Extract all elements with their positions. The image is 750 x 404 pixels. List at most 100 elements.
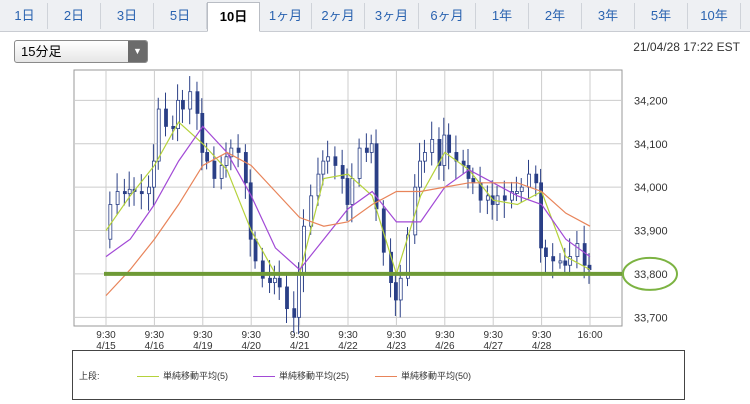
tab-5[interactable]: 10日	[207, 2, 260, 32]
tab-9[interactable]: 6ヶ月	[419, 3, 476, 29]
tab-1[interactable]: 1日	[2, 3, 48, 29]
tab-6[interactable]: 1ヶ月	[260, 3, 312, 29]
x-tick-time: 9:30	[290, 330, 310, 341]
candle-body	[423, 152, 427, 162]
x-tick-date: 4/26	[435, 341, 455, 350]
candle-body	[224, 156, 229, 166]
candle-body	[115, 191, 120, 205]
candle-body	[302, 225, 306, 275]
candle-body	[181, 99, 185, 110]
legend-label-sma50: 単純移動平均(50)	[401, 371, 472, 381]
candle-body	[297, 273, 302, 318]
candle-body	[151, 160, 156, 188]
candle-body	[236, 147, 241, 153]
candle-body	[350, 178, 355, 205]
tab-12[interactable]: 3年	[582, 3, 635, 29]
x-tick-date: 4/20	[241, 341, 261, 350]
candle-body	[205, 152, 210, 162]
candle-body	[326, 156, 331, 162]
candle-body	[544, 247, 548, 257]
y-tick-label: 33,900	[634, 226, 668, 238]
candle-body	[539, 182, 543, 249]
candle-body	[345, 178, 350, 205]
candle-body	[563, 260, 568, 266]
candle-body	[243, 152, 248, 184]
candle-body	[413, 186, 418, 236]
price-chart: 34,200 34,100 34,000 33,900 33,800 33,700 9:30…	[73, 69, 678, 350]
candle-body	[147, 186, 151, 195]
ma-line-1	[105, 121, 591, 276]
tab-8[interactable]: 3ヶ月	[365, 3, 419, 29]
chart-legend: 上段: 単純移動平均(5) 単純移動平均(25) 単純移動平均(50)	[72, 350, 685, 400]
candle-body	[502, 195, 507, 201]
candle-body	[485, 195, 490, 201]
tab-13[interactable]: 5年	[635, 3, 688, 29]
legend-item-sma25: 単純移動平均(25)	[253, 369, 349, 382]
candle-body	[389, 251, 393, 284]
candle-body	[340, 165, 345, 179]
candle-body	[398, 277, 403, 301]
x-tick-time: 9:30	[145, 330, 165, 341]
interval-select-value: 15分足	[21, 44, 62, 59]
candle-body	[253, 238, 258, 262]
ma-line-2	[105, 125, 591, 271]
candle-body	[466, 165, 471, 179]
candle-body	[268, 277, 272, 284]
candle-body	[176, 99, 181, 129]
x-tick-time: 9:30	[193, 330, 213, 341]
x-tick-time: 9:30	[338, 330, 358, 341]
legend-item-sma50: 単純移動平均(50)	[375, 369, 471, 382]
candle-body	[229, 147, 234, 158]
x-tick-time: 9:30	[387, 330, 407, 341]
interval-select[interactable]: 15分足 ▼	[14, 40, 148, 63]
tab-2[interactable]: 2日	[48, 3, 101, 29]
chart-timestamp: 21/04/28 17:22 EST	[633, 40, 740, 54]
tab-7[interactable]: 2ヶ月	[312, 3, 365, 29]
candle-body	[364, 147, 369, 153]
x-tick-time: 9:30	[241, 330, 261, 341]
legend-label-sma5: 単純移動平均(5)	[163, 371, 228, 381]
x-tick-date: 4/21	[290, 341, 310, 350]
candle-body	[558, 260, 563, 264]
candle-body	[551, 256, 556, 262]
period-tab-bar: 1日 2日 3日 5日 10日 1ヶ月 2ヶ月 3ヶ月 6ヶ月 1年 2年 3年 5年 10年	[0, 0, 750, 32]
x-tick-date: 4/28	[532, 341, 552, 350]
tab-3[interactable]: 3日	[101, 3, 154, 29]
y-tick-label: 33,700	[634, 312, 668, 324]
chevron-down-icon[interactable]: ▼	[128, 41, 147, 62]
candle-body	[442, 134, 447, 166]
x-tick-time: 9:30	[435, 330, 455, 341]
candle-body	[316, 173, 321, 197]
legend-prefix: 上段:	[79, 371, 100, 381]
candle-body	[277, 277, 282, 288]
candle-body	[195, 91, 200, 114]
candle-body	[164, 108, 168, 127]
y-tick-label: 34,200	[634, 95, 668, 107]
legend-swatch-sma50	[375, 376, 397, 378]
candle-body	[272, 277, 277, 284]
tab-14[interactable]: 10年	[688, 3, 741, 29]
legend-swatch-sma25	[253, 376, 275, 378]
candle-body	[510, 191, 514, 201]
x-tick-date: 4/22	[338, 341, 358, 350]
candle-body	[292, 308, 297, 318]
candle-body	[534, 173, 539, 184]
candle-body	[139, 191, 144, 195]
tab-4[interactable]: 5日	[154, 3, 207, 29]
tab-10[interactable]: 1年	[476, 3, 529, 29]
candle-body	[122, 191, 127, 195]
candle-body	[381, 208, 386, 253]
candle-body	[430, 139, 435, 153]
legend-item-sma5: 単純移動平均(5)	[137, 369, 228, 382]
x-tick-date: 4/16	[145, 341, 165, 350]
candle-body	[575, 243, 580, 257]
candle-body	[260, 260, 265, 279]
y-tick-label: 34,000	[634, 182, 668, 194]
x-tick-time: 9:30	[532, 330, 552, 341]
candle-body	[418, 160, 423, 188]
tab-11[interactable]: 2年	[529, 3, 582, 29]
candle-body	[527, 173, 531, 188]
candle-body	[285, 286, 289, 310]
candle-body	[248, 182, 253, 240]
y-tick-label: 34,100	[634, 139, 668, 151]
